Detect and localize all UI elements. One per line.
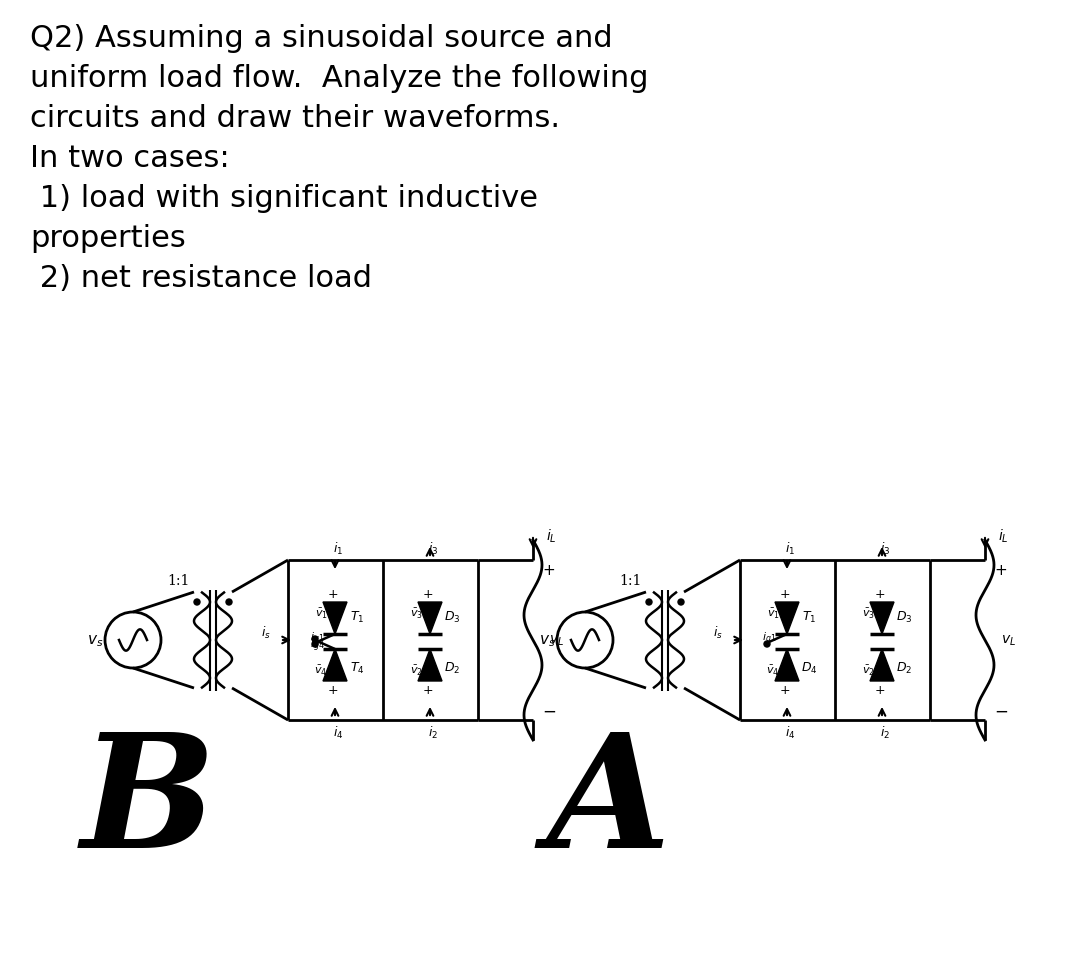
Text: $\bar{v}_3$: $\bar{v}_3$ xyxy=(409,606,422,620)
Text: uniform load flow.  Analyze the following: uniform load flow. Analyze the following xyxy=(30,64,648,93)
Text: 1:1: 1:1 xyxy=(166,573,189,588)
Text: $\bar{v}_2$: $\bar{v}_2$ xyxy=(409,663,422,678)
Text: $i_s$: $i_s$ xyxy=(261,624,271,641)
Text: $\bar{v}_2$: $\bar{v}_2$ xyxy=(862,663,875,678)
Text: 2) net resistance load: 2) net resistance load xyxy=(30,264,372,292)
Circle shape xyxy=(194,600,200,605)
Text: $+$: $+$ xyxy=(422,588,434,600)
Polygon shape xyxy=(418,649,442,682)
Text: $v_L$: $v_L$ xyxy=(1001,633,1016,647)
Circle shape xyxy=(678,600,684,605)
Text: $i_{g4}$: $i_{g4}$ xyxy=(310,637,324,653)
Text: $D_2$: $D_2$ xyxy=(444,660,460,675)
Text: $i_4$: $i_4$ xyxy=(333,725,343,740)
Text: $v_L$: $v_L$ xyxy=(550,633,565,647)
Text: $+$: $+$ xyxy=(422,683,434,695)
Text: 1) load with significant inductive: 1) load with significant inductive xyxy=(30,184,538,213)
Text: 1:1: 1:1 xyxy=(619,573,642,588)
Text: $i_3$: $i_3$ xyxy=(880,541,890,556)
Text: $i_3$: $i_3$ xyxy=(428,541,438,556)
Polygon shape xyxy=(775,649,799,682)
Text: $\bar{v}_4$: $\bar{v}_4$ xyxy=(314,663,327,678)
Text: $i_1$: $i_1$ xyxy=(333,541,343,556)
Polygon shape xyxy=(418,602,442,635)
Text: B: B xyxy=(81,727,216,880)
Text: $+$: $+$ xyxy=(875,683,886,695)
Text: $v_s$: $v_s$ xyxy=(86,633,104,648)
Text: $T_4$: $T_4$ xyxy=(350,660,364,675)
Text: $i_2$: $i_2$ xyxy=(428,725,438,740)
Text: $D_2$: $D_2$ xyxy=(896,660,913,675)
Text: $i_4$: $i_4$ xyxy=(785,725,795,740)
Text: $-$: $-$ xyxy=(994,702,1008,719)
Circle shape xyxy=(764,642,770,647)
Text: $-$: $-$ xyxy=(542,702,556,719)
Text: $\bar{v}_4$: $\bar{v}_4$ xyxy=(767,663,780,678)
Text: $v_s$: $v_s$ xyxy=(539,633,555,648)
Text: $i_s$: $i_s$ xyxy=(713,624,723,641)
Circle shape xyxy=(312,637,318,643)
Text: $+$: $+$ xyxy=(780,683,791,695)
Text: $\bar{v}_1$: $\bar{v}_1$ xyxy=(314,606,327,620)
Text: $+$: $+$ xyxy=(542,563,555,577)
Text: $\bar{v}_1$: $\bar{v}_1$ xyxy=(767,606,780,620)
Circle shape xyxy=(646,600,652,605)
Text: $i_{g1}$: $i_{g1}$ xyxy=(310,630,324,646)
Polygon shape xyxy=(870,649,894,682)
Text: $+$: $+$ xyxy=(327,588,339,600)
Text: In two cases:: In two cases: xyxy=(30,144,230,173)
Text: $+$: $+$ xyxy=(995,563,1008,577)
Text: A: A xyxy=(546,727,670,880)
Text: $+$: $+$ xyxy=(875,588,886,600)
Text: $i_2$: $i_2$ xyxy=(880,725,890,740)
Text: $+$: $+$ xyxy=(327,683,339,695)
Text: $D_4$: $D_4$ xyxy=(800,660,818,675)
Text: properties: properties xyxy=(30,224,186,252)
Polygon shape xyxy=(323,649,347,682)
Text: circuits and draw their waveforms.: circuits and draw their waveforms. xyxy=(30,104,561,133)
Text: $T_1$: $T_1$ xyxy=(350,609,364,624)
Text: $T_1$: $T_1$ xyxy=(801,609,816,624)
Text: $i_{g1}$: $i_{g1}$ xyxy=(761,630,777,646)
Text: $i_1$: $i_1$ xyxy=(785,541,795,556)
Text: $+$: $+$ xyxy=(780,588,791,600)
Circle shape xyxy=(312,642,318,647)
Text: $i_L$: $i_L$ xyxy=(545,527,556,544)
Polygon shape xyxy=(775,602,799,635)
Circle shape xyxy=(226,600,232,605)
Polygon shape xyxy=(870,602,894,635)
Text: $i_L$: $i_L$ xyxy=(998,527,1009,544)
Polygon shape xyxy=(323,602,347,635)
Text: $\bar{v}_3$: $\bar{v}_3$ xyxy=(862,606,875,620)
Text: $D_3$: $D_3$ xyxy=(895,609,913,624)
Text: Q2) Assuming a sinusoidal source and: Q2) Assuming a sinusoidal source and xyxy=(30,24,612,53)
Text: $D_3$: $D_3$ xyxy=(444,609,460,624)
